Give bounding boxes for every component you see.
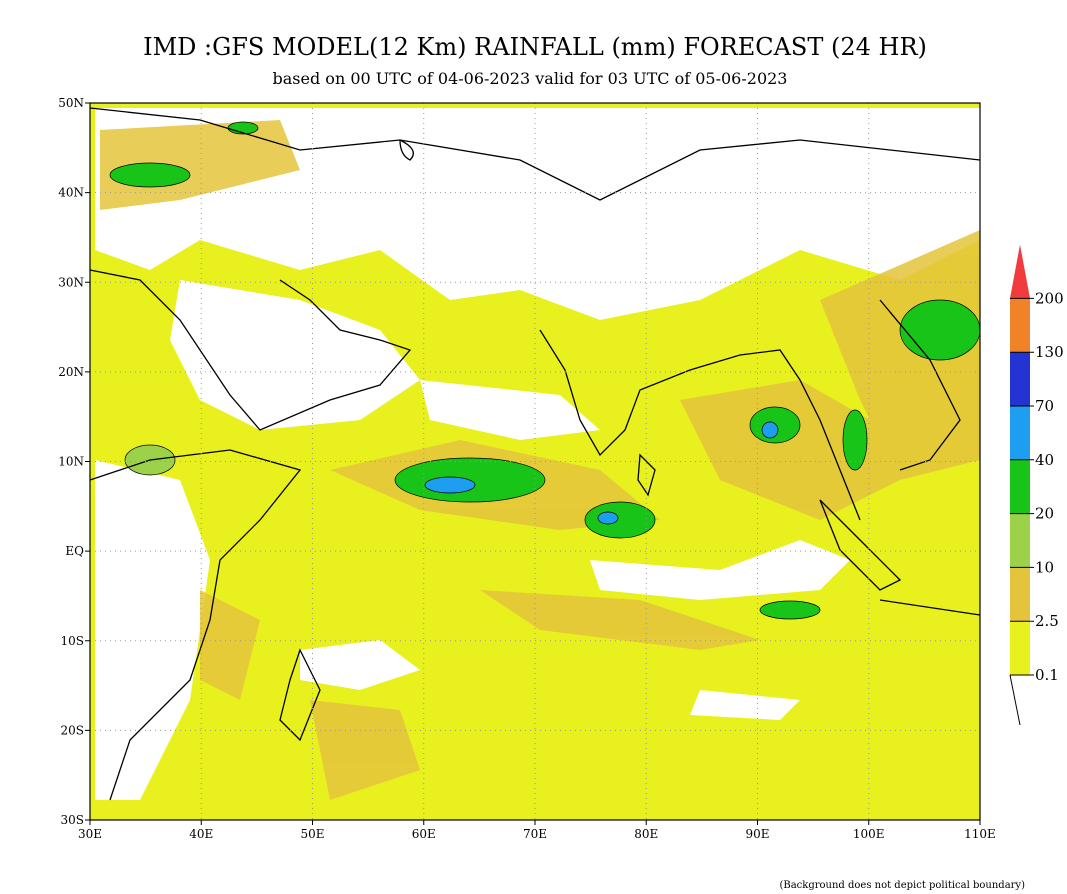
lat-label: 20N [58, 365, 84, 379]
lon-label: 110E [964, 827, 996, 841]
lon-label: 90E [745, 827, 769, 841]
subtitle: based on 00 UTC of 04-06-2023 valid for … [273, 69, 788, 88]
coastlines [89, 107, 981, 801]
lat-label: 10N [58, 455, 84, 469]
lat-label: 10S [61, 634, 85, 648]
lon-label: 80E [634, 827, 658, 841]
colorbar-box [1010, 513, 1030, 568]
colorbar-tail [1009, 674, 1021, 726]
colorbar-label: 2.5 [1035, 612, 1059, 630]
graticule [90, 103, 980, 820]
colorbar-box [1010, 298, 1030, 353]
heavy-rain [109, 121, 981, 620]
map [89, 102, 981, 821]
lon-label: 50E [300, 827, 324, 841]
lon-label: 40E [189, 827, 213, 841]
lat-label: 50N [58, 96, 84, 110]
lon-label: 70E [523, 827, 547, 841]
colorbar-box [1010, 352, 1030, 406]
colorbar-label: 130 [1035, 343, 1064, 361]
lat-label: 30S [61, 813, 85, 827]
lon-label: 60E [412, 827, 436, 841]
lon-label: 100E [853, 827, 885, 841]
lat-label: 30N [58, 275, 84, 289]
dry-areas [95, 108, 980, 800]
colorbar-label: 10 [1035, 558, 1054, 576]
colorbar-box [1010, 567, 1030, 622]
title: IMD :GFS MODEL(12 Km) RAINFALL (mm) FORE… [143, 33, 927, 61]
colorbar-label: 0.1 [1035, 666, 1059, 684]
colorbar-label: 40 [1035, 451, 1054, 469]
footnote: (Background does not depict political bo… [779, 880, 1025, 891]
lat-label: EQ [65, 544, 84, 558]
lon-label: 30E [78, 827, 102, 841]
colorbar: 0.1 2.5 10 20 40 70 130 200 [1009, 244, 1064, 726]
colorbar-box [1010, 406, 1030, 460]
colorbar-triangle [1010, 244, 1030, 299]
colorbar-label: 70 [1035, 397, 1054, 415]
lat-label: 40N [58, 186, 84, 200]
colorbar-box [1010, 459, 1030, 514]
lat-label: 20S [61, 723, 85, 737]
colorbar-label: 20 [1035, 505, 1054, 523]
colorbar-box [1010, 621, 1030, 675]
colorbar-label: 200 [1035, 289, 1064, 307]
